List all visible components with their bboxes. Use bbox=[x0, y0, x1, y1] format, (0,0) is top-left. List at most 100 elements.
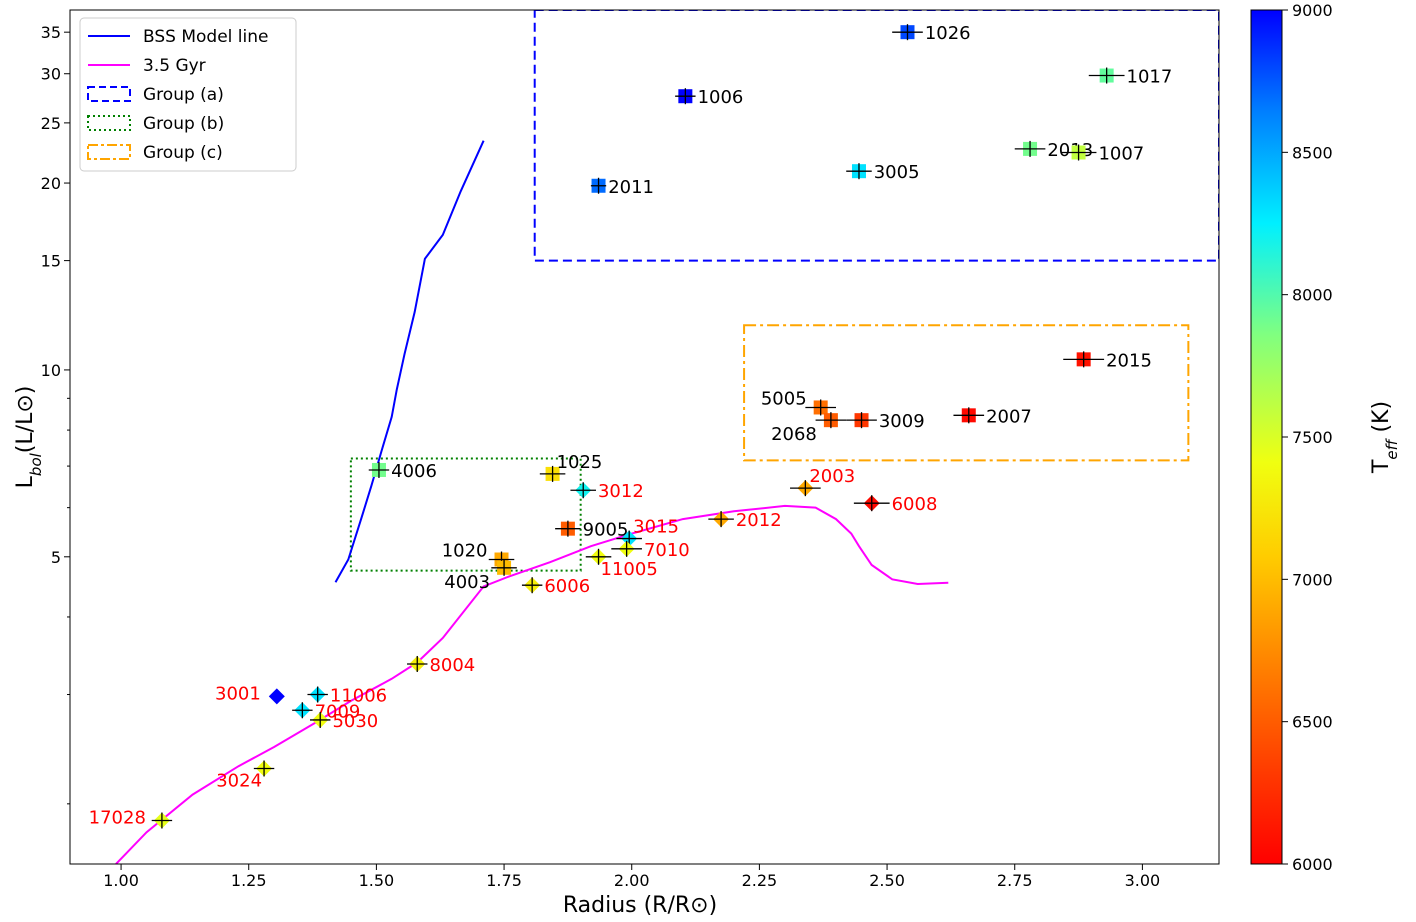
x-tick-label: 3.00 bbox=[1125, 871, 1161, 890]
star-label-4006: 4006 bbox=[391, 461, 437, 482]
star-point-17028: 17028 bbox=[89, 808, 173, 829]
colorbar-tick-label: 8500 bbox=[1292, 143, 1333, 162]
star-point-5030: 5030 bbox=[310, 711, 378, 732]
plot-frame bbox=[69, 9, 1220, 865]
legend-label: Group (a) bbox=[143, 85, 224, 105]
star-label-2011: 2011 bbox=[608, 177, 654, 198]
star-label-8004: 8004 bbox=[429, 655, 475, 676]
star-label-1026: 1026 bbox=[925, 23, 971, 44]
group-box-3 bbox=[743, 324, 1190, 462]
star-label-2015: 2015 bbox=[1106, 350, 1152, 371]
x-axis: 1.00 1.25 1.50 1.75 2.00 2.25 2.50 2.75 3.00 bbox=[103, 864, 1160, 890]
legend-box-swatch bbox=[87, 144, 131, 160]
star-label-1006: 1006 bbox=[698, 87, 744, 108]
star-label-17028: 17028 bbox=[89, 808, 146, 829]
star-point-1025: 1025 bbox=[539, 452, 602, 482]
x-tick-label: 2.50 bbox=[869, 871, 905, 890]
legend-box-swatch bbox=[87, 86, 131, 102]
x-tick-label: 2.75 bbox=[997, 871, 1033, 890]
plot-area: 1026 1017 1006 2013 1007 3005 2011 2015 5005 2068… bbox=[89, 10, 1219, 864]
colorbar: 6000 6500 7000 7500 8000 8500 9000 bbox=[1250, 1, 1333, 874]
y-axis: 5 10 15 20 25 30 35 bbox=[41, 23, 70, 805]
star-label-9005: 9005 bbox=[583, 520, 629, 541]
star-point-4006: 4006 bbox=[368, 461, 437, 482]
star-point-11005: 11005 bbox=[585, 548, 658, 580]
star-point-5005: 5005 bbox=[761, 388, 836, 416]
star-label-5005: 5005 bbox=[761, 388, 807, 409]
x-tick-label: 2.25 bbox=[742, 871, 778, 890]
y-axis-label: Lbol(L/L⊙) bbox=[13, 386, 45, 489]
star-point-1026: 1026 bbox=[892, 23, 971, 44]
star-label-7010: 7010 bbox=[644, 540, 690, 561]
y-tick-label: 20 bbox=[41, 174, 61, 193]
star-point-1007: 1007 bbox=[1060, 143, 1144, 164]
star-label-3001: 3001 bbox=[215, 683, 261, 704]
star-point-2011: 2011 bbox=[590, 177, 654, 198]
x-tick-label: 1.25 bbox=[231, 871, 267, 890]
star-point-3024: 3024 bbox=[216, 760, 275, 792]
star-label-3012: 3012 bbox=[598, 481, 644, 502]
legend: BSS Model line 3.5 Gyr Group (a) Group (b) G… bbox=[79, 17, 297, 172]
colorbar-tick-label: 6000 bbox=[1292, 855, 1333, 874]
star-point-7009: 7009 bbox=[292, 701, 360, 722]
star-label-2013: 2013 bbox=[1047, 140, 1093, 161]
star-label-5030: 5030 bbox=[332, 711, 378, 732]
legend-box-swatch bbox=[87, 115, 131, 131]
colorbar-tick-label: 8000 bbox=[1292, 286, 1333, 305]
legend-entry: 3.5 Gyr bbox=[88, 56, 206, 76]
star-label-11006: 11006 bbox=[330, 686, 387, 707]
y-tick-label: 25 bbox=[41, 114, 61, 133]
legend-label: BSS Model line bbox=[143, 27, 268, 47]
star-point-6006: 6006 bbox=[521, 576, 590, 597]
legend-entry: BSS Model line bbox=[88, 27, 268, 47]
star-point-2068: 2068 bbox=[771, 412, 847, 445]
colorbar-gradient bbox=[1250, 9, 1283, 865]
y-tick-label: 5 bbox=[51, 548, 61, 567]
colorbar-tick-label: 7500 bbox=[1292, 428, 1333, 447]
legend-label: Group (b) bbox=[143, 114, 224, 134]
star-point-8004: 8004 bbox=[407, 655, 475, 676]
x-tick-label: 2.00 bbox=[614, 871, 650, 890]
star-point-2007: 2007 bbox=[953, 406, 1032, 427]
y-tick-label: 35 bbox=[41, 23, 61, 42]
star-label-2012: 2012 bbox=[736, 510, 782, 531]
star-point-2003: 2003 bbox=[790, 466, 855, 497]
star-point-3001: 3001 bbox=[215, 683, 285, 705]
star-point-4003: 4003 bbox=[444, 559, 517, 593]
star-label-2068: 2068 bbox=[771, 424, 817, 445]
y-tick-label: 15 bbox=[41, 252, 61, 271]
colorbar-tick-label: 9000 bbox=[1292, 1, 1333, 20]
legend-label: 3.5 Gyr bbox=[143, 56, 206, 76]
x-tick-label: 1.50 bbox=[359, 871, 395, 890]
star-label-1017: 1017 bbox=[1127, 67, 1173, 88]
star-label-6006: 6006 bbox=[544, 576, 590, 597]
y-tick-label: 10 bbox=[41, 361, 61, 380]
star-point-3005: 3005 bbox=[846, 162, 920, 183]
star-label-4003: 4003 bbox=[444, 572, 490, 593]
group-box-1 bbox=[533, 10, 1219, 262]
marker-diamond bbox=[268, 688, 285, 705]
colorbar-tick-label: 6500 bbox=[1292, 713, 1333, 732]
colorbar-tick-label: 7000 bbox=[1292, 570, 1333, 589]
star-point-6008: 6008 bbox=[853, 494, 938, 515]
star-label-7009: 7009 bbox=[315, 701, 361, 722]
star-label-11005: 11005 bbox=[601, 559, 658, 580]
star-label-3009: 3009 bbox=[879, 411, 925, 432]
isochrone-line bbox=[115, 504, 949, 864]
star-label-1020: 1020 bbox=[442, 541, 488, 562]
star-point-1006: 1006 bbox=[675, 87, 743, 108]
y-tick-label: 30 bbox=[41, 65, 61, 84]
group-box-2 bbox=[349, 457, 582, 572]
star-label-6008: 6008 bbox=[892, 494, 938, 515]
star-point-9005: 9005 bbox=[555, 520, 628, 541]
legend-entry: Group (a) bbox=[87, 85, 224, 105]
x-axis-label: Radius (R/R⊙) bbox=[563, 893, 717, 918]
star-point-3012: 3012 bbox=[570, 481, 644, 502]
x-tick-label: 1.75 bbox=[486, 871, 522, 890]
star-label-3024: 3024 bbox=[216, 771, 262, 792]
star-point-3009: 3009 bbox=[846, 411, 925, 432]
star-point-1017: 1017 bbox=[1088, 67, 1173, 88]
star-label-2003: 2003 bbox=[809, 466, 855, 487]
star-label-3015: 3015 bbox=[633, 517, 679, 538]
